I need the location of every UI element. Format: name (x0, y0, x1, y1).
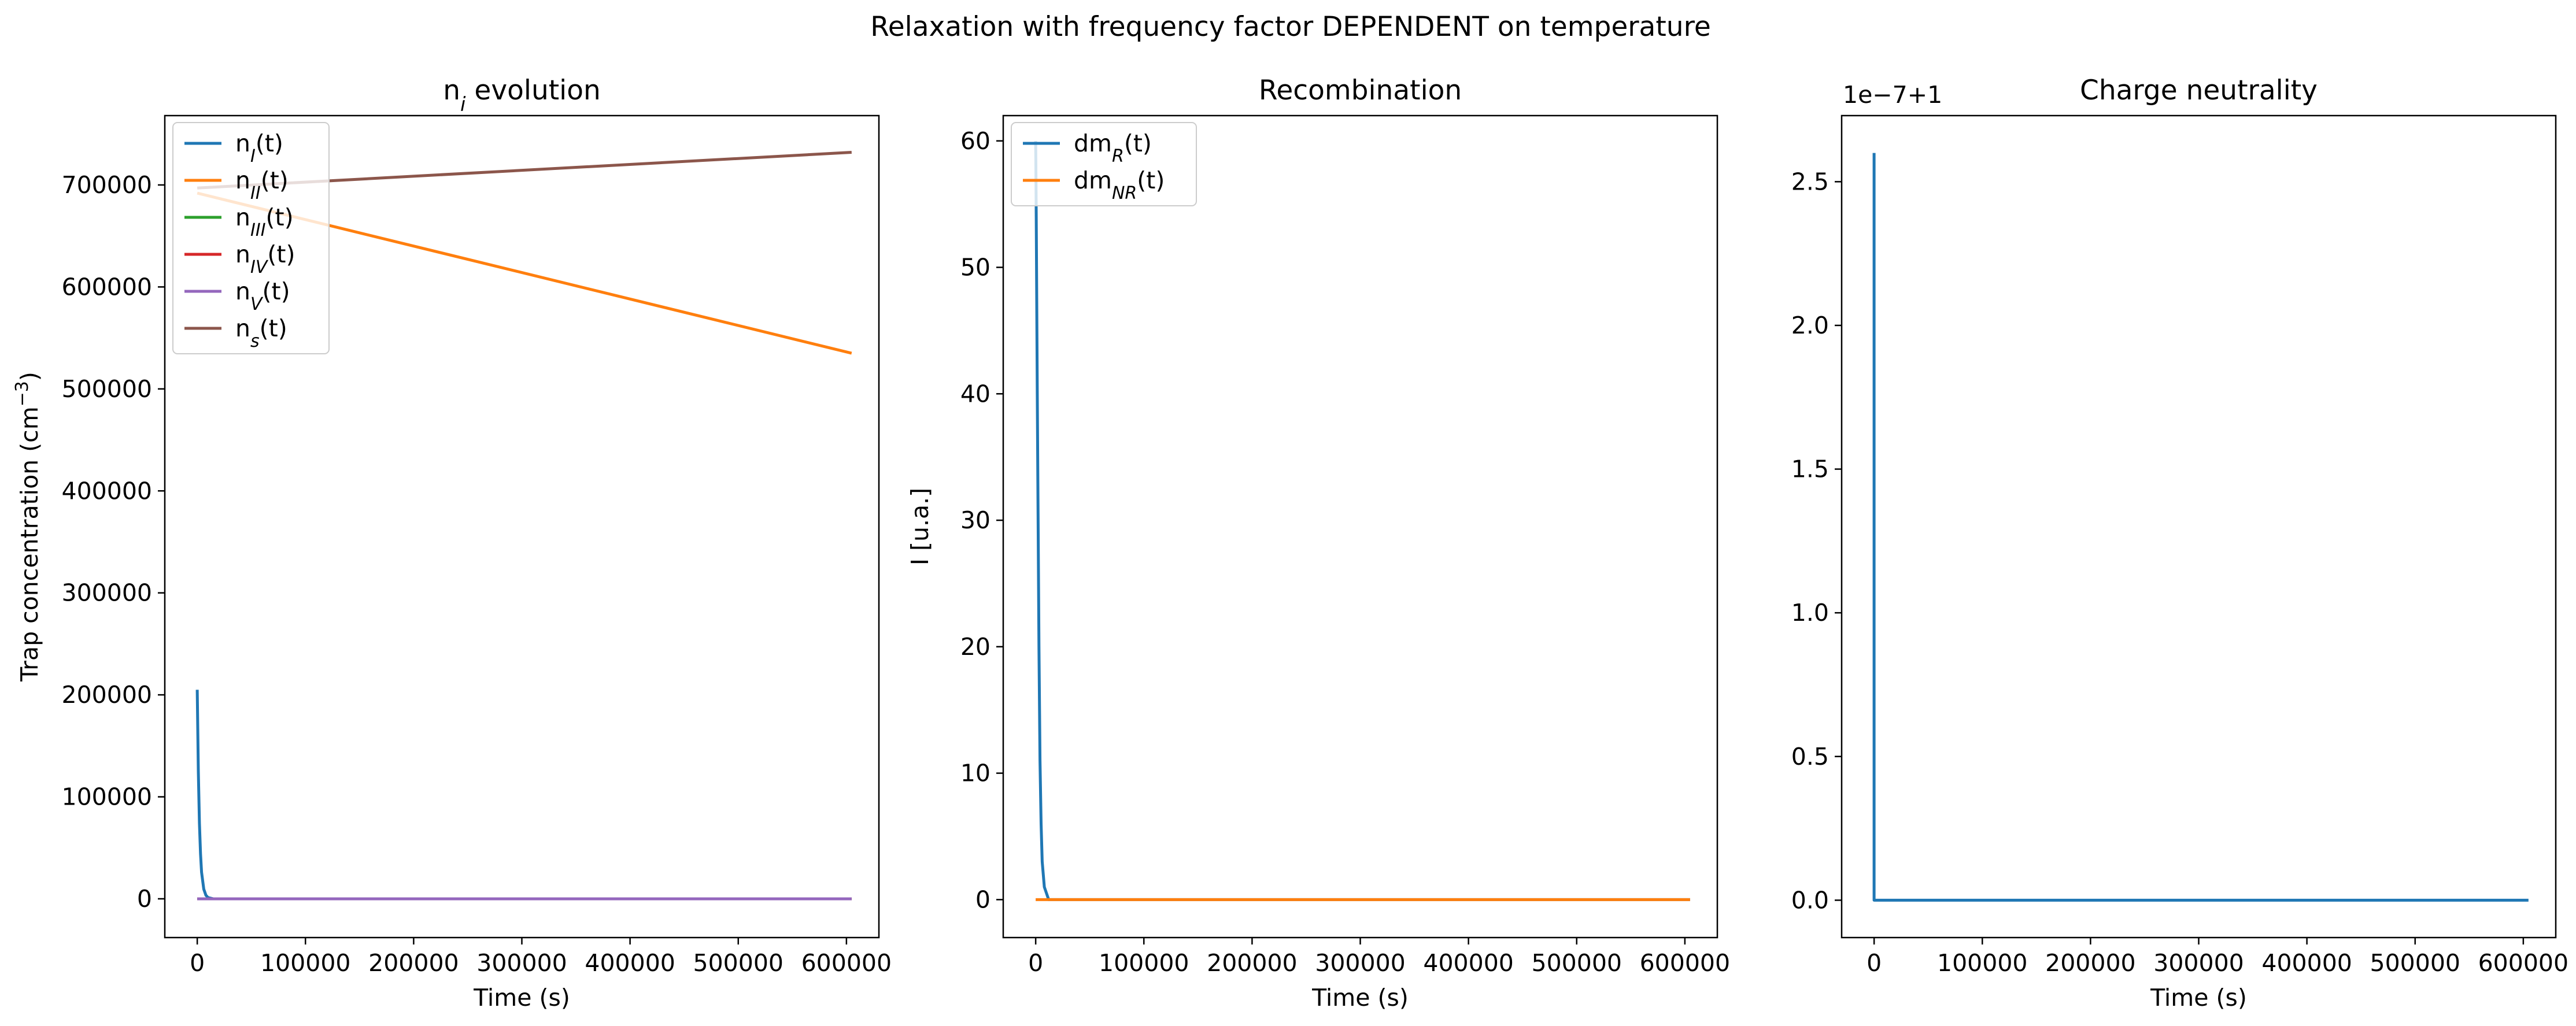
legend-entry: nI(t) (235, 129, 283, 166)
axis-offset-text: 1e−7+1 (1843, 81, 1942, 109)
x-tick-label: 500000 (693, 949, 783, 977)
x-tick-label: 600000 (1640, 949, 1731, 977)
y-tick-label: 10 (960, 760, 991, 787)
y-tick-label: 40 (960, 380, 991, 408)
y-tick-label: 1.5 (1791, 455, 1829, 483)
y-tick-label: 2.5 (1791, 168, 1829, 195)
x-tick-label: 200000 (2045, 949, 2136, 977)
y-tick-label: 200000 (61, 681, 152, 709)
y-tick-label: 100000 (61, 783, 152, 811)
series-group (1872, 153, 2529, 902)
legend-entry: nIV(t) (235, 240, 295, 277)
y-tick-label: 60 (960, 127, 991, 155)
x-axis-label: Time (s) (473, 984, 570, 1012)
legend-entry: dmR(t) (1074, 129, 1152, 166)
chart-title: Charge neutrality (2080, 75, 2318, 106)
x-tick-label: 200000 (368, 949, 459, 977)
y-axis-label: I [u.a.] (906, 488, 934, 565)
series-line-1 (1034, 140, 1690, 901)
series-group (1034, 140, 1690, 901)
chart-title: Recombination (1259, 75, 1462, 106)
x-tick-label: 300000 (2153, 949, 2244, 977)
x-tick-label: 0 (1028, 949, 1043, 977)
legend-entry: nII(t) (235, 166, 289, 203)
x-tick-label: 200000 (1207, 949, 1298, 977)
y-axis-label: Trap concentration (cm−3) (12, 372, 44, 682)
plot-frame (164, 114, 880, 939)
series-line-1 (1872, 153, 2529, 902)
y-tick-label: 0.5 (1791, 743, 1829, 771)
legend: nI(t)nII(t)nIII(t)nIV(t)nV(t)ns(t) (172, 122, 330, 354)
y-tick-label: 400000 (61, 477, 152, 505)
y-tick-label: 700000 (61, 171, 152, 199)
chart-title: ni evolution (443, 75, 601, 116)
x-tick-label: 600000 (2478, 949, 2569, 977)
y-tick-label: 20 (960, 633, 991, 661)
x-tick-label: 100000 (1099, 949, 1189, 977)
y-tick-label: 300000 (61, 579, 152, 607)
x-tick-label: 100000 (260, 949, 351, 977)
y-tick-label: 600000 (61, 273, 152, 301)
y-tick-label: 0.0 (1791, 886, 1829, 914)
x-tick-label: 0 (190, 949, 205, 977)
x-tick-label: 100000 (1937, 949, 2028, 977)
y-tick-label: 0 (975, 886, 991, 913)
legend-entry: nIII(t) (235, 203, 294, 240)
chart-panel-3: Charge neutrality 0 100000 200000 300000 4000… (1791, 75, 2568, 1012)
legend-entry: nV(t) (235, 277, 290, 314)
y-tick-label: 2.0 (1791, 312, 1829, 339)
y-tick-label: 30 (960, 506, 991, 534)
x-tick-label: 400000 (585, 949, 675, 977)
chart-panel-2: Recombination 0 100000 200000 300000 400000 50… (906, 75, 1730, 1012)
x-tick-label: 600000 (801, 949, 892, 977)
chart-panel-1: ni evolution 0 100000 200000 300000 400000 500… (12, 75, 892, 1012)
x-tick-label: 300000 (1315, 949, 1406, 977)
y-tick-label: 0 (137, 885, 152, 913)
x-tick-label: 500000 (1531, 949, 1622, 977)
x-tick-label: 300000 (476, 949, 567, 977)
x-tick-label: 400000 (2261, 949, 2352, 977)
legend-entry: dmNR(t) (1074, 166, 1165, 203)
x-tick-label: 500000 (2370, 949, 2460, 977)
y-tick-label: 1.0 (1791, 599, 1829, 627)
plot-frame (1840, 114, 2557, 939)
y-tick-label: 50 (960, 254, 991, 281)
legend-entry: ns(t) (235, 314, 287, 351)
x-tick-label: 400000 (1423, 949, 1514, 977)
plot-frame (1002, 114, 1718, 939)
x-axis-label: Time (s) (2150, 984, 2247, 1012)
legend: dmR(t)dmNR(t) (1011, 122, 1197, 206)
x-tick-label: 0 (1867, 949, 1882, 977)
figure-suptitle: Relaxation with frequency factor DEPENDE… (870, 11, 1711, 43)
y-tick-label: 500000 (61, 375, 152, 403)
x-axis-label: Time (s) (1311, 984, 1409, 1012)
